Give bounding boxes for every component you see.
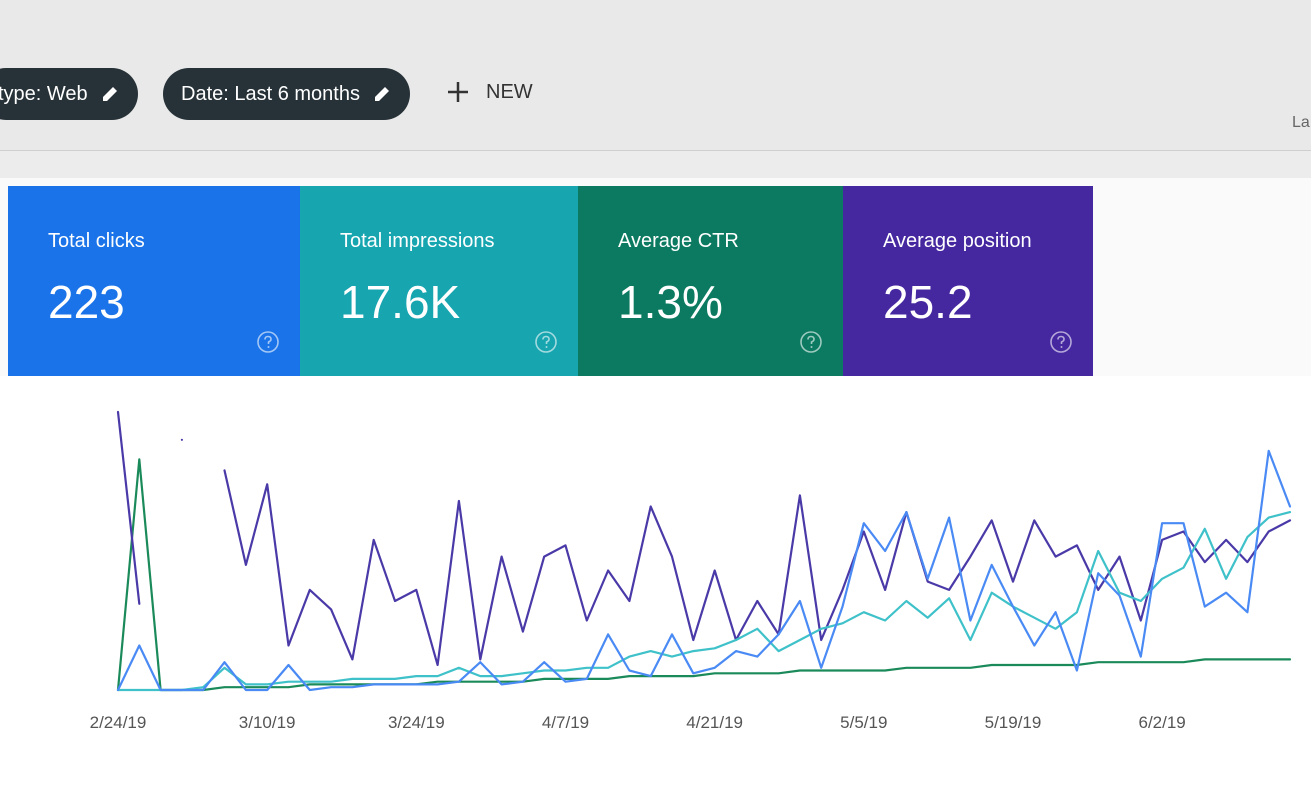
- metric-card[interactable]: Total impressions 17.6K: [300, 186, 578, 376]
- metric-card[interactable]: Average CTR 1.3%: [578, 186, 843, 376]
- filter-chip[interactable]: Date: Last 6 months: [163, 68, 410, 120]
- metric-value: 17.6K: [340, 276, 461, 328]
- x-tick-label: 3/10/19: [239, 713, 296, 732]
- filter-label: Date: Last 6 months: [181, 82, 360, 105]
- metric-label: Average position: [883, 230, 1032, 252]
- metric-label: Average CTR: [618, 230, 739, 252]
- series-line: [116, 410, 1292, 667]
- metric-value: 1.3%: [618, 276, 723, 328]
- metric-card[interactable]: Total clicks 223: [8, 186, 300, 376]
- x-tick-label: 3/24/19: [388, 713, 445, 732]
- chart-background: [0, 376, 1311, 800]
- chart: 2/24/19 3/10/19 3/24/19 4/7/19 4/21/19 5/5/19…: [0, 376, 1311, 800]
- x-tick-label: 6/2/19: [1139, 713, 1186, 732]
- series-line: [116, 511, 1292, 692]
- x-tick-label: 5/5/19: [840, 713, 887, 732]
- edit-icon: [102, 87, 117, 101]
- metric-value: 223: [48, 276, 125, 328]
- new-filter-button[interactable]: NEW: [446, 80, 533, 104]
- help-icon[interactable]: [256, 330, 280, 354]
- x-tick-label: 4/7/19: [542, 713, 589, 732]
- x-tick-label: 4/21/19: [686, 713, 743, 732]
- help-icon[interactable]: [1049, 330, 1073, 354]
- edit-icon: [374, 87, 389, 101]
- metric-value: 25.2: [883, 276, 973, 328]
- new-label: NEW: [486, 80, 533, 103]
- metric-cards: Total clicks 223 Total impressions 17.6K Ave…: [8, 186, 1093, 376]
- help-icon[interactable]: [534, 330, 558, 354]
- filter-label: type: Web: [0, 82, 88, 105]
- metric-label: Total clicks: [48, 230, 145, 252]
- toolbar: type: Web Date: Last 6 months NEW La: [0, 0, 1311, 151]
- series-line: [116, 449, 1292, 692]
- x-tick-label: 2/24/19: [90, 713, 147, 732]
- x-tick-label: 5/19/19: [985, 713, 1042, 732]
- metric-card[interactable]: Average position 25.2: [843, 186, 1093, 376]
- filter-chip[interactable]: type: Web: [0, 68, 138, 120]
- plus-icon: [448, 82, 468, 102]
- metric-label: Total impressions: [340, 230, 495, 252]
- series-line: [116, 458, 1292, 692]
- help-icon[interactable]: [799, 330, 823, 354]
- cut-off-text: La: [1292, 114, 1310, 131]
